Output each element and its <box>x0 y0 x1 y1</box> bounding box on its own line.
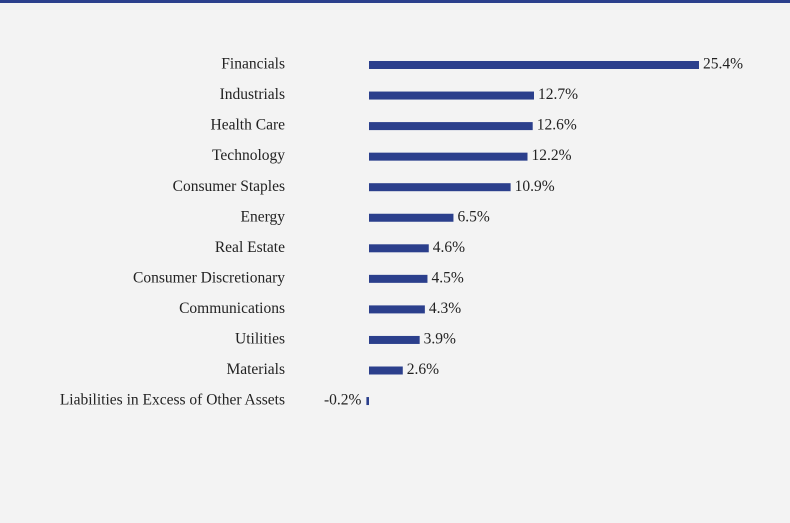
category-label: Real Estate <box>215 239 285 256</box>
category-label: Health Care <box>211 117 286 134</box>
bar <box>369 244 429 253</box>
bar <box>369 366 403 375</box>
category-label: Financials <box>221 56 285 73</box>
bar <box>369 183 511 192</box>
value-label: 6.5% <box>457 208 489 225</box>
bar <box>369 335 420 344</box>
value-label: 4.5% <box>431 269 463 286</box>
bar <box>369 91 534 100</box>
value-label: 12.2% <box>532 147 572 164</box>
category-label: Materials <box>226 361 285 378</box>
bar <box>366 397 369 406</box>
category-label: Utilities <box>235 331 285 348</box>
bar <box>369 152 528 161</box>
value-label: 12.7% <box>538 86 578 103</box>
bar <box>369 213 454 222</box>
value-label: 4.6% <box>433 239 465 256</box>
value-label: -0.2% <box>324 392 362 409</box>
value-label: 25.4% <box>703 56 743 73</box>
category-label: Energy <box>241 208 286 225</box>
category-label: Communications <box>179 300 285 317</box>
category-label: Consumer Staples <box>173 178 285 195</box>
category-label: Technology <box>212 147 285 164</box>
value-label: 4.3% <box>429 300 461 317</box>
value-label: 3.9% <box>424 331 456 348</box>
category-label: Consumer Discretionary <box>133 269 285 286</box>
value-label: 10.9% <box>515 178 555 195</box>
value-label: 12.6% <box>537 117 577 134</box>
category-label: Liabilities in Excess of Other Assets <box>60 392 285 409</box>
bar <box>369 61 699 69</box>
value-label: 2.6% <box>407 361 439 378</box>
top-border <box>0 0 790 3</box>
bar <box>369 274 428 283</box>
bar <box>369 122 533 131</box>
category-label: Industrials <box>220 86 285 103</box>
bar <box>369 305 425 314</box>
